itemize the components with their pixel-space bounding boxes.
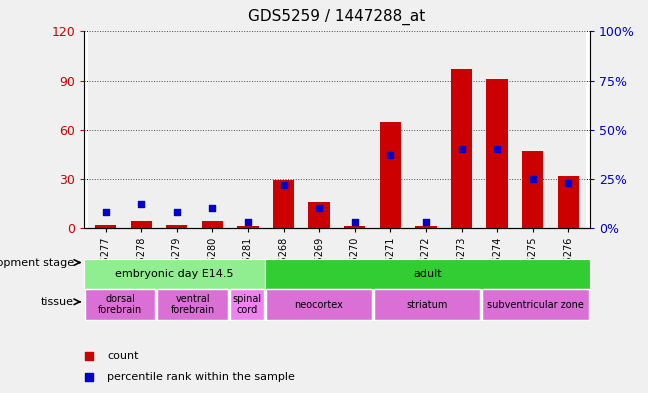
Bar (408, 31, 444, 228)
Bar (237, 226, 259, 228)
Bar (230, 31, 266, 228)
Point (456, 146, 467, 152)
Bar (95, 225, 116, 228)
Bar (415, 226, 437, 228)
Bar (487, 79, 508, 228)
Bar (480, 31, 515, 228)
Bar (130, 221, 152, 228)
Text: spinal
cord: spinal cord (232, 294, 261, 315)
Bar (515, 31, 551, 228)
Text: tissue: tissue (41, 297, 74, 307)
Bar (308, 202, 330, 228)
Point (243, 219, 253, 225)
Bar (444, 31, 480, 228)
Point (349, 219, 360, 225)
Bar (86, 290, 156, 320)
Text: ventral
forebrain: ventral forebrain (170, 294, 214, 315)
Point (172, 209, 182, 215)
Point (421, 219, 431, 225)
Text: count: count (107, 351, 139, 361)
Bar (265, 259, 590, 289)
Point (100, 209, 111, 215)
Bar (522, 151, 544, 228)
Bar (166, 225, 187, 228)
Text: dorsal
forebrain: dorsal forebrain (98, 294, 143, 315)
Point (492, 146, 502, 152)
Bar (558, 176, 579, 228)
Point (378, 255, 388, 261)
Point (136, 201, 146, 208)
Point (279, 182, 289, 188)
Text: subventricular zone: subventricular zone (487, 299, 584, 310)
Bar (229, 290, 264, 320)
Bar (380, 121, 401, 228)
Text: percentile rank within the sample: percentile rank within the sample (107, 372, 295, 382)
Bar (337, 31, 373, 228)
Bar (266, 290, 372, 320)
Bar (301, 31, 337, 228)
Text: adult: adult (413, 269, 441, 279)
Text: development stage: development stage (0, 257, 74, 268)
Point (314, 205, 325, 211)
Bar (84, 259, 265, 289)
Text: embryonic day E14.5: embryonic day E14.5 (115, 269, 234, 279)
Point (527, 176, 538, 182)
Text: neocortex: neocortex (294, 299, 343, 310)
Bar (344, 226, 365, 228)
Point (378, 62, 388, 68)
Bar (157, 290, 227, 320)
Bar (374, 290, 480, 320)
Bar (482, 290, 588, 320)
Bar (159, 31, 194, 228)
Text: striatum: striatum (406, 299, 448, 310)
Bar (202, 221, 223, 228)
Bar (451, 69, 472, 228)
Bar (551, 31, 586, 228)
Bar (194, 31, 230, 228)
Bar (266, 31, 301, 228)
Bar (87, 31, 123, 228)
Title: GDS5259 / 1447288_at: GDS5259 / 1447288_at (248, 8, 426, 24)
Point (207, 205, 218, 211)
Point (385, 152, 395, 158)
Bar (273, 180, 294, 228)
Bar (123, 31, 159, 228)
Bar (373, 31, 408, 228)
Point (563, 180, 573, 186)
